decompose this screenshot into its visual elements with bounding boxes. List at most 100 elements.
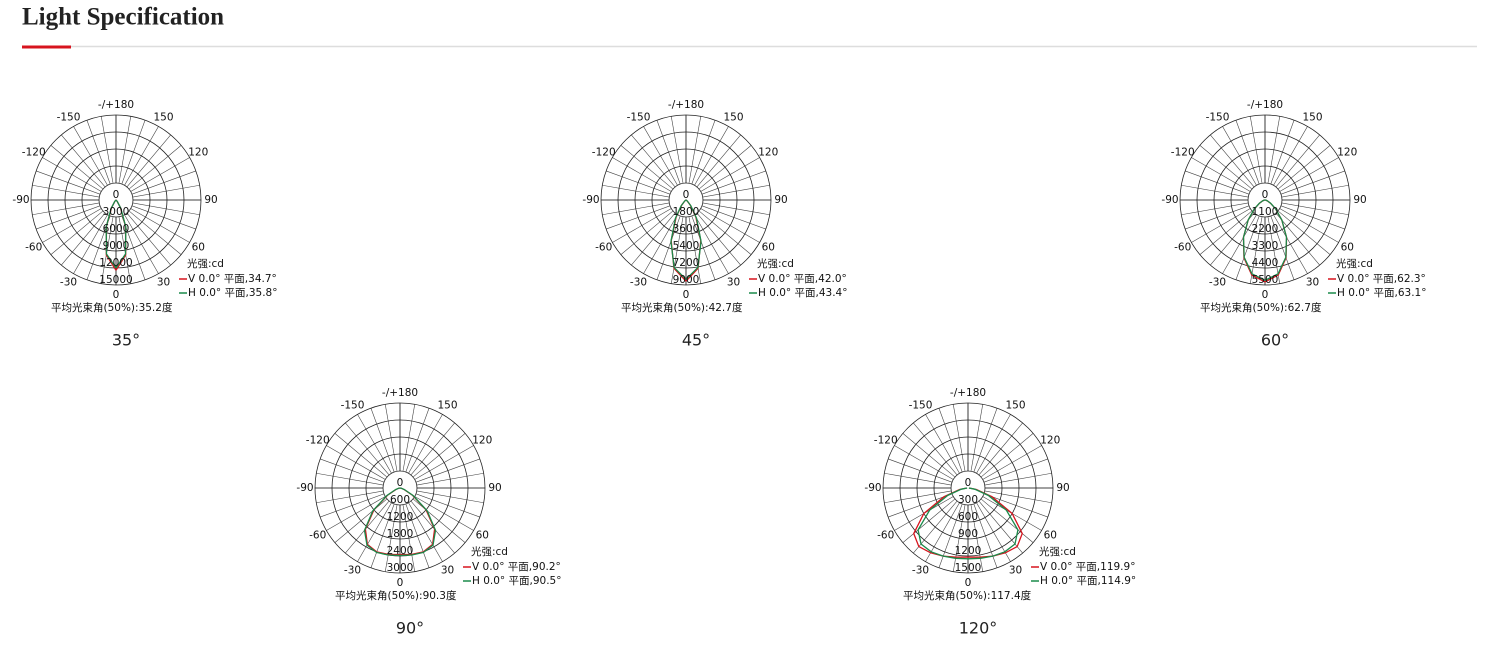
ring [1196,131,1334,269]
radial-tick-label: 5400 [673,240,700,252]
radial-tick-label: 300 [958,494,978,506]
angle-tick-label: -60 [309,530,326,542]
legend-entry: V 0.0° 平面,42.0° [758,273,847,285]
intensity-curve [1264,199,1288,281]
radial-tick-label: 9000 [103,240,130,252]
intensity-curve [967,487,1019,560]
angle-tick-label: 0 [965,577,972,589]
intensity-curve [670,199,687,280]
angle-tick-label: 60 [1044,530,1057,542]
angle-tick-label: -60 [877,530,894,542]
unit-label: 光强:cd [187,257,224,270]
angle-tick-label: 150 [437,400,457,412]
angle-tick-label: 120 [758,147,778,159]
ring [634,148,738,252]
radial-tick-label: 0 [965,477,972,489]
angle-tick-label: -/+180 [1247,99,1283,111]
ring [348,436,452,540]
radial-tick-label: 1800 [673,206,700,218]
caption: 120° [959,619,998,638]
angle-tick-label: -30 [344,564,361,576]
legend-entry: H 0.0° 平面,35.8° [188,287,278,299]
legend-entry: V 0.0° 平面,90.2° [472,561,561,573]
ring [81,165,151,235]
angle-tick-label: 30 [1009,564,1022,576]
intensity-curve [363,487,401,557]
average-beam: 平均光束角(50%):90.3度 [335,589,457,602]
angle-tick-label: -150 [57,112,81,124]
legend-entry: H 0.0° 平面,90.5° [472,575,562,587]
radial-tick-label: 9000 [673,274,700,286]
radial-tick-label: 3000 [387,562,414,574]
angle-tick-label: -150 [1206,112,1230,124]
angle-tick-label: 30 [157,276,170,288]
angle-tick-label: -150 [341,400,365,412]
angle-tick-label: -/+180 [98,99,134,111]
angle-tick-label: 90 [1353,194,1366,206]
angle-tick-label: 60 [762,242,775,254]
ring [365,453,435,523]
ring [899,419,1037,557]
radial-tick-label: 2400 [387,545,414,557]
ring [600,114,772,286]
intensity-curve [105,199,117,269]
angle-tick-label: 0 [1262,289,1269,301]
ring [882,402,1054,574]
radial-tick-label: 5500 [1252,274,1279,286]
radial-tick-label: 600 [958,511,978,523]
angle-tick-label: -120 [22,147,46,159]
radial-tick-label: 6000 [103,223,130,235]
average-beam: 平均光束角(50%):62.7度 [1200,301,1322,314]
angle-tick-label: 150 [1302,112,1322,124]
angle-tick-label: -/+180 [668,99,704,111]
angle-tick-label: 60 [1341,242,1354,254]
ring [916,436,1020,540]
radial-tick-label: 4400 [1252,257,1279,269]
angle-tick-label: -150 [909,400,933,412]
radial-tick-label: 3600 [673,223,700,235]
angle-tick-label: 150 [723,112,743,124]
angle-tick-label: -90 [582,194,599,206]
angle-tick-label: -/+180 [382,387,418,399]
unit-label: 光强:cd [757,257,794,270]
angle-tick-label: -120 [592,147,616,159]
angle-tick-label: -90 [12,194,29,206]
legend-entry: H 0.0° 平面,114.9° [1040,575,1136,587]
ring [651,165,721,235]
angle-tick-label: 90 [774,194,787,206]
angle-tick-label: 0 [683,289,690,301]
radial-tick-label: 900 [958,528,978,540]
ring [950,470,986,506]
angle-tick-label: -150 [627,112,651,124]
angle-tick-label: -120 [1171,147,1195,159]
angle-tick-label: 60 [192,242,205,254]
angle-tick-label: -60 [1174,242,1191,254]
angle-tick-label: -/+180 [950,387,986,399]
angle-tick-label: -120 [306,435,330,447]
angle-tick-label: -90 [1161,194,1178,206]
radial-tick-label: 3000 [103,206,130,218]
caption: 90° [396,619,424,638]
radial-tick-label: 1800 [387,528,414,540]
angle-tick-label: -60 [25,242,42,254]
angle-tick-label: 90 [1056,482,1069,494]
caption: 35° [112,331,140,350]
angle-tick-label: -60 [595,242,612,254]
intensity-curve [685,199,702,280]
average-beam: 平均光束角(50%):117.4度 [903,589,1032,602]
ring [1179,114,1351,286]
radial-tick-label: 1500 [955,562,982,574]
radial-tick-label: 12000 [99,257,132,269]
angle-tick-label: 150 [153,112,173,124]
radial-tick-label: 600 [390,494,410,506]
angle-tick-label: 150 [1005,400,1025,412]
angle-tick-label: 30 [727,276,740,288]
angle-tick-label: 120 [472,435,492,447]
ring [933,453,1003,523]
unit-label: 光强:cd [471,545,508,558]
radial-tick-label: 1100 [1252,206,1279,218]
intensity-curve [1242,199,1266,281]
ring [30,114,202,286]
